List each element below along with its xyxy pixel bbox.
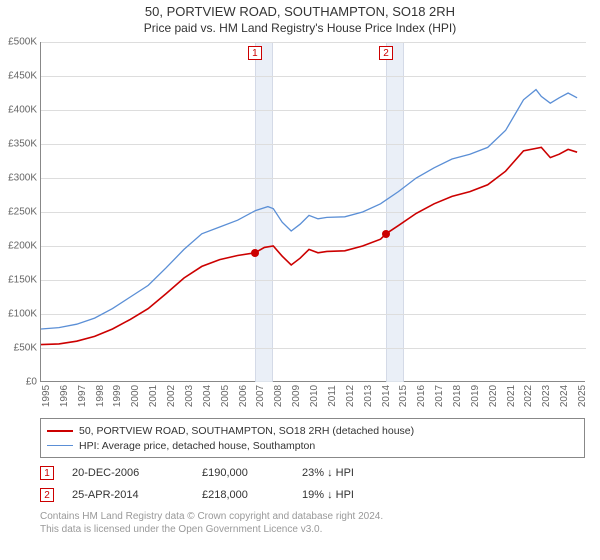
legend-swatch xyxy=(47,445,73,446)
series-price_paid xyxy=(41,147,577,344)
footnote-line1: Contains HM Land Registry data © Crown c… xyxy=(40,510,585,523)
x-tick-label: 1998 xyxy=(95,385,106,407)
sale-flag-1: 1 xyxy=(248,46,262,60)
y-tick-label: £250K xyxy=(1,207,37,218)
sale-row-flag: 1 xyxy=(40,466,54,480)
x-tick-label: 2020 xyxy=(488,385,499,407)
y-tick-label: £100K xyxy=(1,309,37,320)
y-tick-label: £150K xyxy=(1,275,37,286)
x-tick-label: 1995 xyxy=(41,385,52,407)
y-tick-label: £400K xyxy=(1,105,37,116)
sale-row: 2 25-APR-2014£218,00019% ↓ HPI xyxy=(40,484,585,506)
x-tick-label: 2025 xyxy=(577,385,588,407)
x-tick-label: 2012 xyxy=(345,385,356,407)
chart-area: 12 £0£50K£100K£150K£200K£250K£300K£350K£… xyxy=(40,42,585,382)
x-tick-label: 2010 xyxy=(309,385,320,407)
x-tick-label: 2015 xyxy=(398,385,409,407)
sale-row-flag: 2 xyxy=(40,488,54,502)
sale-marker xyxy=(251,249,259,257)
x-tick-label: 2000 xyxy=(130,385,141,407)
y-tick-label: £300K xyxy=(1,173,37,184)
legend-label: 50, PORTVIEW ROAD, SOUTHAMPTON, SO18 2RH… xyxy=(79,425,414,437)
chart-container: 50, PORTVIEW ROAD, SOUTHAMPTON, SO18 2RH… xyxy=(0,0,600,560)
x-tick-label: 2013 xyxy=(363,385,374,407)
legend-label: HPI: Average price, detached house, Sout… xyxy=(79,440,315,452)
sale-hpi-diff: 23% ↓ HPI xyxy=(302,467,422,479)
sale-date: 20-DEC-2006 xyxy=(72,467,202,479)
x-tick-label: 2006 xyxy=(238,385,249,407)
sale-date: 25-APR-2014 xyxy=(72,489,202,501)
x-tick-label: 2022 xyxy=(523,385,534,407)
legend-row: 50, PORTVIEW ROAD, SOUTHAMPTON, SO18 2RH… xyxy=(47,423,578,438)
sale-price: £218,000 xyxy=(202,489,302,501)
x-tick-label: 1996 xyxy=(59,385,70,407)
sales-table: 1 20-DEC-2006£190,00023% ↓ HPI 2 25-APR-201… xyxy=(40,462,585,506)
y-tick-label: £50K xyxy=(1,343,37,354)
x-tick-label: 2021 xyxy=(506,385,517,407)
footnote-line2: This data is licensed under the Open Gov… xyxy=(40,523,585,536)
x-tick-label: 2014 xyxy=(381,385,392,407)
title-subtitle: Price paid vs. HM Land Registry's House … xyxy=(0,21,600,35)
x-tick-label: 2017 xyxy=(434,385,445,407)
x-tick-label: 2008 xyxy=(273,385,284,407)
x-tick-label: 2016 xyxy=(416,385,427,407)
x-tick-label: 1997 xyxy=(77,385,88,407)
series-hpi xyxy=(41,90,577,329)
sale-flag-2: 2 xyxy=(379,46,393,60)
x-tick-label: 1999 xyxy=(112,385,123,407)
x-tick-label: 2011 xyxy=(327,385,338,407)
sale-marker xyxy=(382,230,390,238)
sale-price: £190,000 xyxy=(202,467,302,479)
x-tick-label: 2001 xyxy=(148,385,159,407)
y-tick-label: £450K xyxy=(1,71,37,82)
x-tick-label: 2005 xyxy=(220,385,231,407)
sale-row: 1 20-DEC-2006£190,00023% ↓ HPI xyxy=(40,462,585,484)
x-tick-label: 2023 xyxy=(541,385,552,407)
footnote: Contains HM Land Registry data © Crown c… xyxy=(40,510,585,536)
y-tick-label: £500K xyxy=(1,37,37,48)
title-address: 50, PORTVIEW ROAD, SOUTHAMPTON, SO18 2RH xyxy=(0,4,600,19)
x-tick-label: 2004 xyxy=(202,385,213,407)
x-tick-label: 2009 xyxy=(291,385,302,407)
legend-row: HPI: Average price, detached house, Sout… xyxy=(47,438,578,453)
x-tick-label: 2007 xyxy=(255,385,266,407)
x-tick-label: 2019 xyxy=(470,385,481,407)
y-tick-label: £350K xyxy=(1,139,37,150)
x-tick-label: 2003 xyxy=(184,385,195,407)
y-tick-label: £200K xyxy=(1,241,37,252)
line-series-svg xyxy=(41,42,586,382)
legend-swatch xyxy=(47,430,73,432)
x-tick-label: 2018 xyxy=(452,385,463,407)
sale-hpi-diff: 19% ↓ HPI xyxy=(302,489,422,501)
x-tick-label: 2002 xyxy=(166,385,177,407)
titles: 50, PORTVIEW ROAD, SOUTHAMPTON, SO18 2RH… xyxy=(0,0,600,35)
legend: 50, PORTVIEW ROAD, SOUTHAMPTON, SO18 2RH… xyxy=(40,418,585,458)
plot: 12 £0£50K£100K£150K£200K£250K£300K£350K£… xyxy=(40,42,585,382)
x-tick-label: 2024 xyxy=(559,385,570,407)
y-tick-label: £0 xyxy=(1,377,37,388)
